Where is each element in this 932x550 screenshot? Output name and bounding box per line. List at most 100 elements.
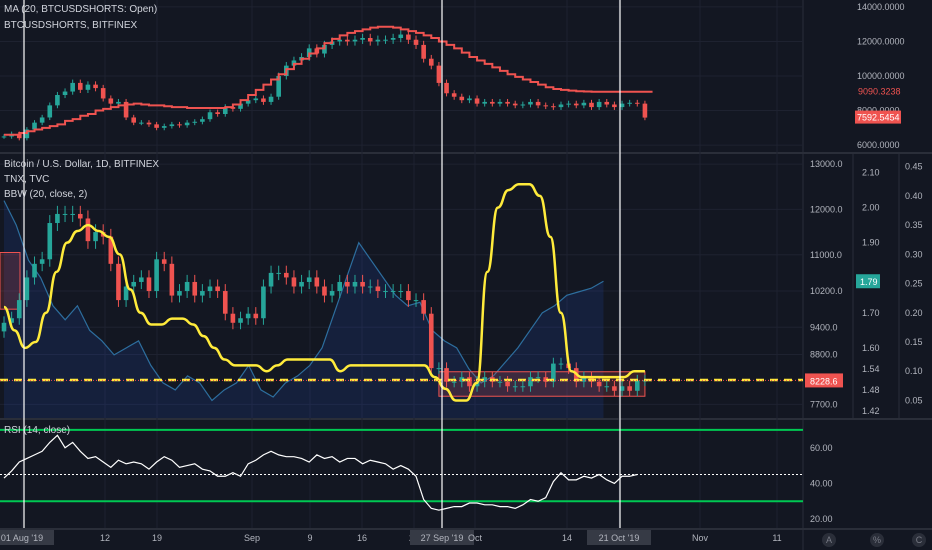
price-badge xyxy=(805,373,843,388)
candle xyxy=(551,363,556,382)
percent-scale-button[interactable]: % xyxy=(870,533,884,547)
candle xyxy=(291,277,297,287)
top-pane[interactable] xyxy=(1,25,653,141)
candle xyxy=(78,213,83,219)
top-candle xyxy=(100,88,106,99)
top-legend-ma[interactable]: MA (20, BTCUSDSHORTS: Open) xyxy=(4,4,158,15)
top-candle xyxy=(184,122,190,126)
top-candle xyxy=(406,34,411,40)
candle xyxy=(9,318,14,323)
candle xyxy=(177,291,182,296)
price-badge-text: 8228.6 xyxy=(810,376,838,386)
top-candle xyxy=(512,103,518,106)
candle xyxy=(360,281,365,287)
candle xyxy=(322,286,327,296)
tnx-scale-label: 2.10 xyxy=(862,168,880,178)
candle xyxy=(520,386,526,388)
top-candle xyxy=(558,104,564,108)
candle xyxy=(512,386,518,388)
top-candle xyxy=(345,39,350,42)
top-scale-label: 12000.0000 xyxy=(857,36,905,46)
top-candle xyxy=(566,103,571,105)
time-axis-label: 11 xyxy=(772,533,781,543)
crosshair-lines xyxy=(23,0,621,528)
candle xyxy=(428,313,434,369)
top-candle xyxy=(352,39,358,42)
top-candle xyxy=(367,38,373,42)
top-candle xyxy=(207,112,213,120)
top-candle xyxy=(589,102,594,108)
top-candle xyxy=(32,122,37,130)
candle xyxy=(604,386,610,388)
time-label-highlight xyxy=(587,530,651,545)
top-candle xyxy=(192,121,198,123)
candle xyxy=(245,313,251,319)
price-scales[interactable]: 14000.0000 12000.0000 10000.0000 8000.0000 6… xyxy=(805,2,923,524)
candle xyxy=(398,291,404,293)
time-axis-label: 27 Sep '19 xyxy=(421,533,464,543)
price-scale-label: 8800.0 xyxy=(810,350,838,360)
price-scale-label: 12000.0 xyxy=(810,204,843,214)
time-axis-label: 19 xyxy=(152,533,162,543)
rsi-scale-label: 40.00 xyxy=(810,478,833,488)
main-legend-symbol[interactable]: Bitcoin / U.S. Dollar, 1D, BITFINEX xyxy=(4,159,160,170)
top-legend-symbol[interactable]: BTCUSDSHORTS, BITFINEX xyxy=(4,20,138,31)
log-scale-button[interactable]: C xyxy=(912,533,926,547)
top-candle xyxy=(451,93,457,97)
tnx-scale-label: 1.42 xyxy=(862,406,880,416)
top-candle xyxy=(390,38,396,40)
candle xyxy=(612,386,617,391)
candle xyxy=(505,381,510,387)
top-candle xyxy=(474,98,480,104)
candle xyxy=(634,380,640,391)
time-label-highlight xyxy=(0,530,54,545)
tnx-area xyxy=(4,200,604,418)
top-candle xyxy=(116,101,121,104)
top-candle xyxy=(413,39,419,45)
rsi-legend[interactable]: RSI (14, close) xyxy=(4,425,71,436)
price-scale-label: 10200.0 xyxy=(810,286,843,296)
bbw-scale-label: 0.15 xyxy=(905,337,923,347)
top-candle xyxy=(146,122,152,125)
auto-scale-button[interactable]: A xyxy=(822,533,836,547)
price-scale-label: 13000.0 xyxy=(810,159,843,169)
candle xyxy=(207,286,213,292)
top-candle xyxy=(444,82,449,94)
candle xyxy=(70,213,75,215)
top-candle xyxy=(268,96,274,102)
top-candle xyxy=(634,102,640,104)
time-axis[interactable]: 01 Aug '191219Sep9162327 Sep '19Oct1421 … xyxy=(0,530,782,545)
time-axis-label: 21 Oct '19 xyxy=(599,533,640,543)
main-legend-tnx[interactable]: TNX, TVC xyxy=(4,174,50,185)
top-candle xyxy=(520,104,526,106)
time-axis-label: 16 xyxy=(357,533,367,543)
candle xyxy=(32,263,37,278)
main-legend-bbw[interactable]: BBW (20, close, 2) xyxy=(4,189,88,200)
top-candle xyxy=(200,119,205,122)
top-candle xyxy=(169,124,175,127)
candle xyxy=(581,377,587,382)
candle xyxy=(200,291,205,296)
top-candle xyxy=(505,101,510,104)
time-axis-label: Oct xyxy=(468,533,483,543)
candle xyxy=(436,368,442,370)
range-box xyxy=(0,251,21,310)
time-axis-label: 12 xyxy=(100,533,110,543)
tnx-badge xyxy=(856,274,880,289)
candle xyxy=(55,213,60,224)
candle xyxy=(146,277,152,292)
candle xyxy=(1,322,7,332)
rsi-pane[interactable] xyxy=(0,428,803,511)
top-candle xyxy=(573,103,579,106)
top-candle xyxy=(131,117,137,123)
top-candle xyxy=(85,84,91,90)
top-candle xyxy=(642,103,648,118)
top-candle xyxy=(467,98,472,101)
candle xyxy=(123,286,129,301)
candle xyxy=(16,300,22,319)
top-candle xyxy=(16,133,22,139)
top-candle xyxy=(619,103,625,108)
main-pane[interactable] xyxy=(0,182,803,418)
candle xyxy=(375,286,381,292)
